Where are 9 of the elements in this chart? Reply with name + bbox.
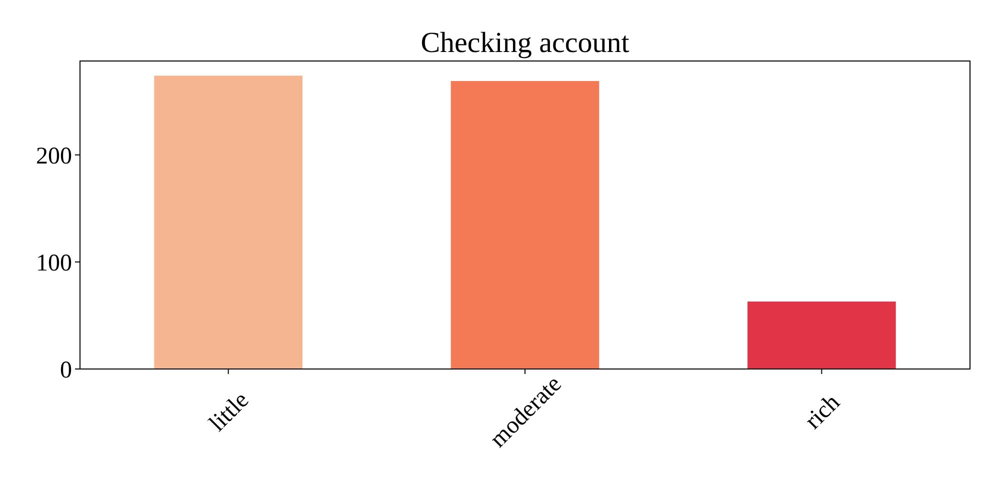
bar — [450, 81, 600, 369]
y-tick-label: 0 — [60, 357, 72, 384]
y-tick-label: 200 — [36, 143, 72, 170]
y-tick-label: 100 — [36, 250, 72, 276]
x-tick-label: little — [204, 387, 254, 437]
x-tick-label: rich — [800, 390, 846, 434]
chart-title: Checking account — [420, 27, 630, 59]
bar — [748, 302, 896, 369]
bar — [154, 76, 302, 369]
